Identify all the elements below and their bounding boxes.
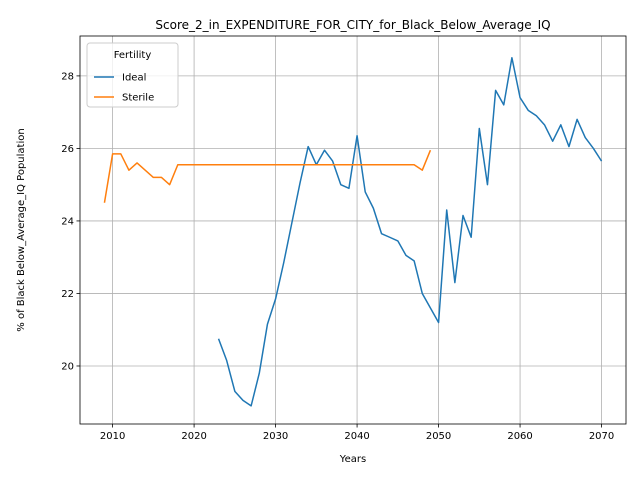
y-tick-label: 24	[61, 216, 74, 227]
series-lines	[103, 57, 603, 407]
y-tick-label: 20	[61, 361, 74, 372]
gridlines	[80, 36, 626, 424]
x-axis-label: Years	[339, 454, 366, 465]
x-tick-label: 2010	[100, 431, 125, 442]
y-tick-label: 22	[61, 289, 74, 300]
y-axis-label: % of Black Below_Average_IQ Population	[16, 128, 27, 331]
legend-label-ideal: Ideal	[122, 73, 146, 84]
x-tick-label: 2060	[507, 431, 532, 442]
legend-label-sterile: Sterile	[122, 93, 154, 104]
y-axis-ticks: 20 22 24 26 28	[61, 71, 80, 372]
legend-entries: Ideal Sterile	[94, 73, 154, 104]
x-tick-label: 2050	[426, 431, 451, 442]
legend-title: Fertility	[114, 50, 152, 61]
legend: Fertility Ideal Sterile	[86, 42, 179, 108]
y-tick-label: 26	[61, 144, 74, 155]
x-tick-label: 2020	[181, 431, 206, 442]
series-line-ideal	[217, 57, 603, 407]
y-tick-label: 28	[61, 71, 74, 82]
plot-frame	[79, 35, 627, 425]
chart-title: Score_2_in_EXPENDITURE_FOR_CITY_for_Blac…	[155, 18, 550, 32]
legend-box	[86, 42, 179, 108]
x-tick-label: 2030	[263, 431, 288, 442]
series-line-sterile	[103, 149, 432, 203]
x-axis-ticks: 2010 2020 2030 2040 2050 2060 2070	[100, 424, 614, 442]
x-tick-label: 2040	[344, 431, 369, 442]
x-tick-label: 2070	[589, 431, 614, 442]
